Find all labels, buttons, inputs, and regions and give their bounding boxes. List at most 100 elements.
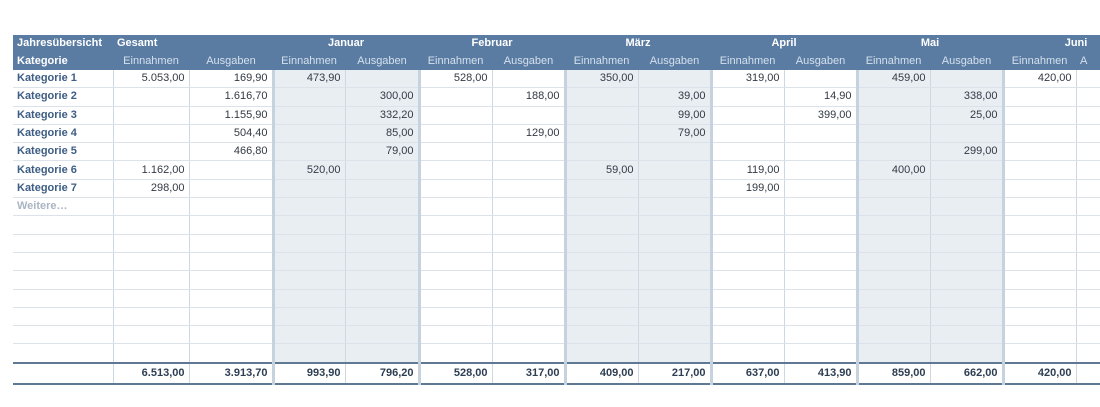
value-cell[interactable]	[784, 124, 858, 144]
empty-cell[interactable]	[930, 325, 1004, 345]
value-cell[interactable]	[345, 160, 420, 180]
empty-cell[interactable]	[1076, 289, 1100, 308]
empty-cell[interactable]	[345, 215, 420, 235]
empty-category-cell[interactable]	[13, 234, 114, 253]
value-cell[interactable]	[271, 197, 346, 217]
empty-cell[interactable]	[638, 325, 712, 345]
empty-cell[interactable]	[784, 325, 858, 345]
value-cell[interactable]: 338,00	[930, 87, 1004, 107]
value-cell[interactable]	[930, 197, 1004, 217]
value-cell[interactable]	[189, 197, 274, 217]
empty-cell[interactable]	[709, 325, 785, 345]
empty-cell[interactable]	[709, 343, 785, 364]
empty-cell[interactable]	[345, 234, 420, 253]
value-cell[interactable]	[417, 87, 493, 107]
value-cell[interactable]	[271, 124, 346, 144]
empty-category-cell[interactable]	[13, 307, 114, 327]
value-cell[interactable]	[492, 179, 566, 199]
empty-cell[interactable]	[417, 234, 493, 253]
empty-cell[interactable]	[855, 325, 931, 345]
value-cell[interactable]	[638, 160, 712, 180]
value-cell[interactable]	[709, 106, 785, 125]
value-cell[interactable]: 1.616,70	[189, 87, 274, 107]
value-cell[interactable]	[189, 179, 274, 199]
value-cell[interactable]	[417, 179, 493, 199]
empty-cell[interactable]	[930, 343, 1004, 364]
empty-cell[interactable]	[1076, 234, 1100, 253]
empty-cell[interactable]	[189, 307, 274, 327]
empty-cell[interactable]	[113, 234, 190, 253]
empty-cell[interactable]	[1001, 215, 1077, 235]
category-label[interactable]: Kategorie 3	[13, 106, 114, 125]
empty-cell[interactable]	[492, 289, 566, 308]
value-cell[interactable]	[345, 179, 420, 199]
empty-cell[interactable]	[709, 307, 785, 327]
value-cell[interactable]	[709, 197, 785, 217]
empty-cell[interactable]	[1001, 234, 1077, 253]
value-cell[interactable]: 400,00	[855, 160, 931, 180]
empty-category-cell[interactable]	[13, 325, 114, 345]
value-cell[interactable]	[930, 179, 1004, 199]
value-cell[interactable]	[345, 70, 420, 89]
empty-cell[interactable]	[563, 234, 639, 253]
value-cell[interactable]: 188,00	[492, 87, 566, 107]
value-cell[interactable]: 39,00	[638, 87, 712, 107]
value-cell[interactable]	[271, 87, 346, 107]
empty-cell[interactable]	[189, 325, 274, 345]
value-cell[interactable]	[709, 142, 785, 162]
value-cell[interactable]: 298,00	[113, 179, 190, 199]
empty-cell[interactable]	[492, 343, 566, 364]
empty-cell[interactable]	[784, 215, 858, 235]
empty-category-cell[interactable]	[13, 252, 114, 272]
value-cell[interactable]	[1076, 142, 1100, 162]
empty-cell[interactable]	[492, 307, 566, 327]
empty-cell[interactable]	[638, 307, 712, 327]
value-cell[interactable]: 420,00	[1001, 70, 1077, 89]
value-cell[interactable]	[417, 197, 493, 217]
value-cell[interactable]: 504,40	[189, 124, 274, 144]
empty-cell[interactable]	[563, 307, 639, 327]
empty-cell[interactable]	[563, 215, 639, 235]
value-cell[interactable]	[492, 197, 566, 217]
empty-cell[interactable]	[417, 252, 493, 272]
value-cell[interactable]	[709, 87, 785, 107]
value-cell[interactable]: 300,00	[345, 87, 420, 107]
value-cell[interactable]	[417, 160, 493, 180]
value-cell[interactable]: 129,00	[492, 124, 566, 144]
empty-cell[interactable]	[492, 270, 566, 290]
empty-cell[interactable]	[784, 252, 858, 272]
empty-cell[interactable]	[492, 215, 566, 235]
empty-cell[interactable]	[563, 343, 639, 364]
empty-cell[interactable]	[855, 270, 931, 290]
value-cell[interactable]	[638, 197, 712, 217]
empty-cell[interactable]	[709, 215, 785, 235]
value-cell[interactable]	[113, 142, 190, 162]
value-cell[interactable]	[563, 124, 639, 144]
empty-cell[interactable]	[113, 343, 190, 364]
value-cell[interactable]	[345, 197, 420, 217]
value-cell[interactable]: 99,00	[638, 106, 712, 125]
empty-cell[interactable]	[563, 325, 639, 345]
empty-cell[interactable]	[113, 289, 190, 308]
empty-cell[interactable]	[638, 343, 712, 364]
empty-cell[interactable]	[709, 252, 785, 272]
value-cell[interactable]	[1076, 124, 1100, 144]
empty-cell[interactable]	[855, 343, 931, 364]
empty-cell[interactable]	[271, 215, 346, 235]
value-cell[interactable]: 319,00	[709, 70, 785, 89]
empty-cell[interactable]	[855, 307, 931, 327]
value-cell[interactable]	[492, 70, 566, 89]
value-cell[interactable]: 14,90	[784, 87, 858, 107]
value-cell[interactable]	[638, 70, 712, 89]
value-cell[interactable]: 399,00	[784, 106, 858, 125]
value-cell[interactable]	[855, 197, 931, 217]
value-cell[interactable]: 1.162,00	[113, 160, 190, 180]
empty-cell[interactable]	[563, 270, 639, 290]
empty-cell[interactable]	[1076, 270, 1100, 290]
empty-cell[interactable]	[345, 325, 420, 345]
value-cell[interactable]	[1001, 106, 1077, 125]
empty-cell[interactable]	[930, 270, 1004, 290]
category-label[interactable]: Kategorie 5	[13, 142, 114, 162]
value-cell[interactable]: 5.053,00	[113, 70, 190, 89]
empty-cell[interactable]	[189, 215, 274, 235]
